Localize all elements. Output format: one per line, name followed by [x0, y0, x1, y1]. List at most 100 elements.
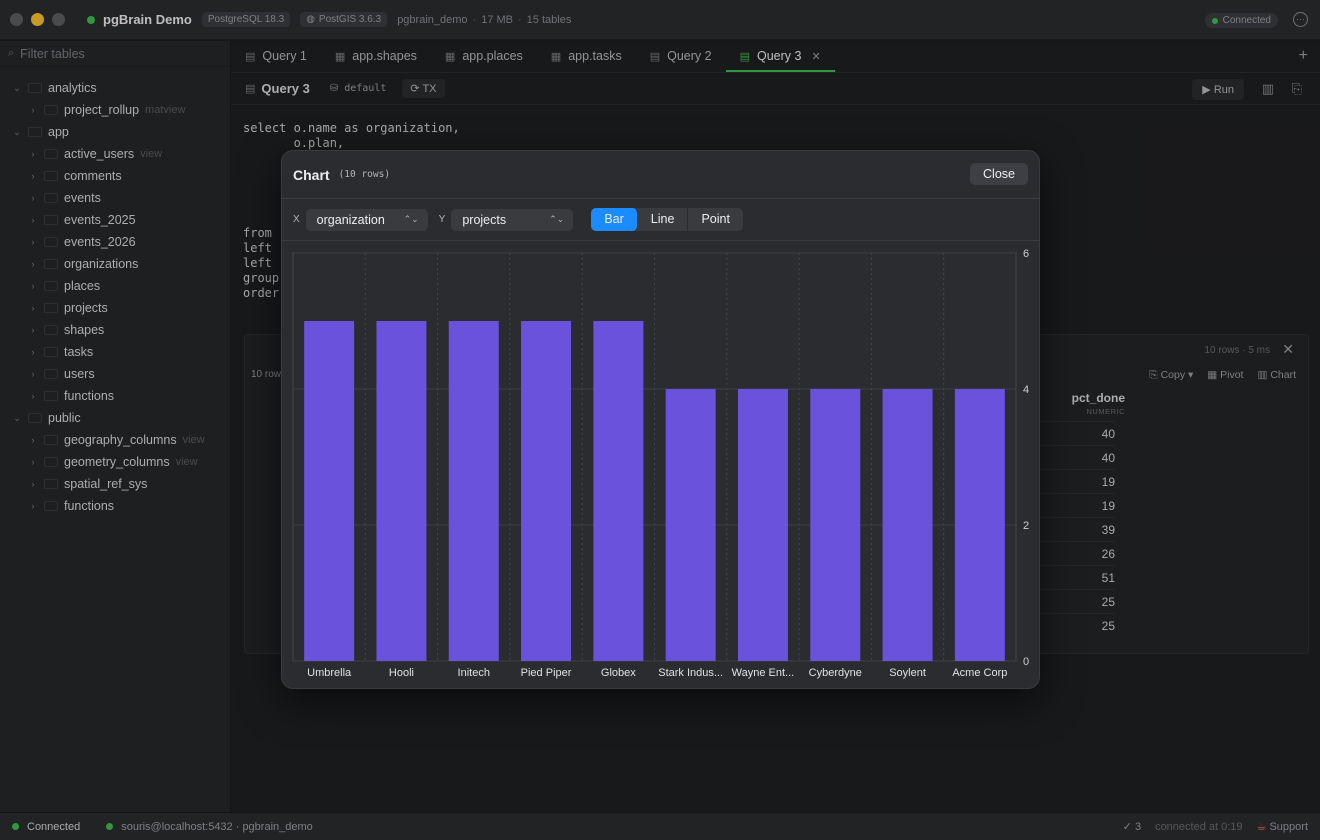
table-cell[interactable]: 25 [1035, 613, 1115, 637]
filter-tables-input[interactable] [20, 46, 211, 61]
minimize-window-button[interactable] [31, 13, 44, 26]
schema-public[interactable]: ⌄ public [0, 407, 230, 429]
schema-selector[interactable]: ⛁ default [330, 83, 387, 94]
chevron-right-icon[interactable]: › [31, 215, 35, 225]
tree-item-comments[interactable]: › comments [0, 165, 230, 187]
schema-analytics[interactable]: ⌄ analytics [0, 77, 230, 99]
tree-item-shapes[interactable]: › shapes [0, 319, 230, 341]
tree-item-functions[interactable]: › functions [0, 385, 230, 407]
column-header-pct-done[interactable]: pct_done [1071, 391, 1125, 405]
close-button[interactable]: Close [970, 163, 1028, 185]
chevron-right-icon[interactable]: › [31, 281, 35, 291]
tree-item-events[interactable]: › events [0, 187, 230, 209]
title-bar: pgBrain Demo PostgreSQL 18.3 ◍ PostGIS 3.… [0, 0, 1320, 40]
tree-item-tasks[interactable]: › tasks [0, 341, 230, 363]
tree-item-label: places [64, 279, 101, 293]
more-icon[interactable]: ··· [1293, 12, 1308, 27]
table-cell[interactable]: 19 [1035, 493, 1115, 517]
chevron-right-icon[interactable]: › [31, 149, 35, 159]
close-tab-icon[interactable]: ✕ [811, 50, 821, 63]
tab-label: app.places [462, 49, 523, 63]
table-cell[interactable]: 39 [1035, 517, 1115, 541]
schema-app[interactable]: ⌄ app [0, 121, 230, 143]
table-cell[interactable]: 26 [1035, 541, 1115, 565]
tree-item-events-2026[interactable]: › events_2026 [0, 231, 230, 253]
schema-label: default [344, 83, 387, 94]
tab-query-3[interactable]: ▤ Query 3 ✕ [725, 40, 835, 72]
bar-cyberdyne [810, 389, 861, 661]
y-column-select[interactable]: projects ⌃⌄ [451, 208, 574, 231]
tab-query-2[interactable]: ▤ Query 2 [636, 40, 726, 72]
chevron-right-icon[interactable]: › [31, 237, 35, 247]
close-results-icon[interactable]: ✕ [1282, 341, 1294, 357]
explain-icon[interactable]: ▥ [1261, 81, 1274, 96]
chart-row-count: (10 rows) [338, 169, 391, 180]
table-cell[interactable]: 51 [1035, 565, 1115, 589]
sql-editor[interactable]: select o.name as organization, o.plan, fr… [243, 121, 460, 301]
export-icon[interactable]: ⎘ [1291, 81, 1302, 96]
tab-app-tasks[interactable]: ▦ app.tasks [537, 40, 636, 72]
chevron-right-icon[interactable]: › [31, 347, 35, 357]
support-label: Support [1269, 821, 1308, 833]
bar-umbrella [304, 321, 355, 661]
chart-type-line[interactable]: Line [638, 208, 689, 231]
tree-item-label: events_2026 [64, 235, 136, 249]
chevron-right-icon[interactable]: › [31, 391, 35, 401]
table-icon [44, 325, 58, 335]
chevron-right-icon[interactable]: › [31, 105, 35, 115]
chevron-right-icon[interactable]: › [31, 171, 35, 181]
table-cell[interactable]: 40 [1035, 421, 1115, 445]
zoom-window-button[interactable] [52, 13, 65, 26]
support-link[interactable]: ☕ Support [1257, 820, 1308, 833]
tree-item-projects[interactable]: › projects [0, 297, 230, 319]
chevron-right-icon[interactable]: › [31, 457, 35, 467]
chevron-right-icon[interactable]: › [31, 479, 35, 489]
chevron-down-icon[interactable]: ⌄ [13, 82, 21, 93]
add-tab-button[interactable]: + [1298, 47, 1308, 64]
checks-indicator[interactable]: ✓ 3 [1122, 821, 1142, 833]
table-icon [44, 369, 58, 379]
tx-toggle[interactable]: ⟳ TX [402, 79, 445, 98]
tree-item-label: spatial_ref_sys [64, 477, 148, 491]
bar-initech [448, 321, 499, 661]
tree-item-geometry-columns[interactable]: › geometry_columns view [0, 451, 230, 473]
tree-item-users[interactable]: › users [0, 363, 230, 385]
table-cell[interactable]: 40 [1035, 445, 1115, 469]
tree-item-spatial-ref-sys[interactable]: › spatial_ref_sys [0, 473, 230, 495]
chevron-right-icon[interactable]: › [31, 325, 35, 335]
tree-item-organizations[interactable]: › organizations [0, 253, 230, 275]
chart-button[interactable]: ▥ Chart [1257, 369, 1296, 381]
tree-item-label: app [48, 125, 69, 139]
tab-app-places[interactable]: ▦ app.places [431, 40, 537, 72]
chevron-right-icon[interactable]: › [31, 369, 35, 379]
tree-item-label: geometry_columns [64, 455, 170, 469]
chart-type-point[interactable]: Point [701, 212, 730, 226]
tree-item-geography-columns[interactable]: › geography_columns view [0, 429, 230, 451]
chart-type-bar[interactable]: Bar [591, 208, 638, 231]
tree-item-project-rollup[interactable]: › project_rollup matview [0, 99, 230, 121]
chevron-down-icon[interactable]: ⌄ [13, 412, 21, 423]
run-button[interactable]: ▶ Run [1192, 79, 1244, 100]
chevron-right-icon[interactable]: › [31, 303, 35, 313]
doc-icon: ▤ [245, 50, 256, 63]
pivot-button[interactable]: ▦ Pivot [1207, 369, 1244, 381]
tree-item-events-2025[interactable]: › events_2025 [0, 209, 230, 231]
table-cell[interactable]: 25 [1035, 589, 1115, 613]
tree-item-places[interactable]: › places [0, 275, 230, 297]
table-cell[interactable]: 19 [1035, 469, 1115, 493]
chevron-right-icon[interactable]: › [31, 193, 35, 203]
tree-item-functions[interactable]: › functions [0, 495, 230, 517]
doc-icon: ▤ [245, 83, 256, 95]
chevron-right-icon[interactable]: › [31, 435, 35, 445]
chevron-right-icon[interactable]: › [31, 259, 35, 269]
tree-item-active-users[interactable]: › active_users view [0, 143, 230, 165]
chevron-right-icon[interactable]: › [31, 501, 35, 511]
close-window-button[interactable] [10, 13, 23, 26]
copy-button[interactable]: ⎘ Copy ▾ [1149, 369, 1194, 381]
chevron-down-icon[interactable]: ⌄ [13, 126, 21, 137]
host-dot [106, 823, 114, 830]
tab-app-shapes[interactable]: ▦ app.shapes [321, 40, 431, 72]
x-tick-label: Pied Piper [521, 667, 572, 679]
tab-query-1[interactable]: ▤ Query 1 [231, 40, 321, 72]
x-column-select[interactable]: organization ⌃⌄ [305, 208, 428, 231]
